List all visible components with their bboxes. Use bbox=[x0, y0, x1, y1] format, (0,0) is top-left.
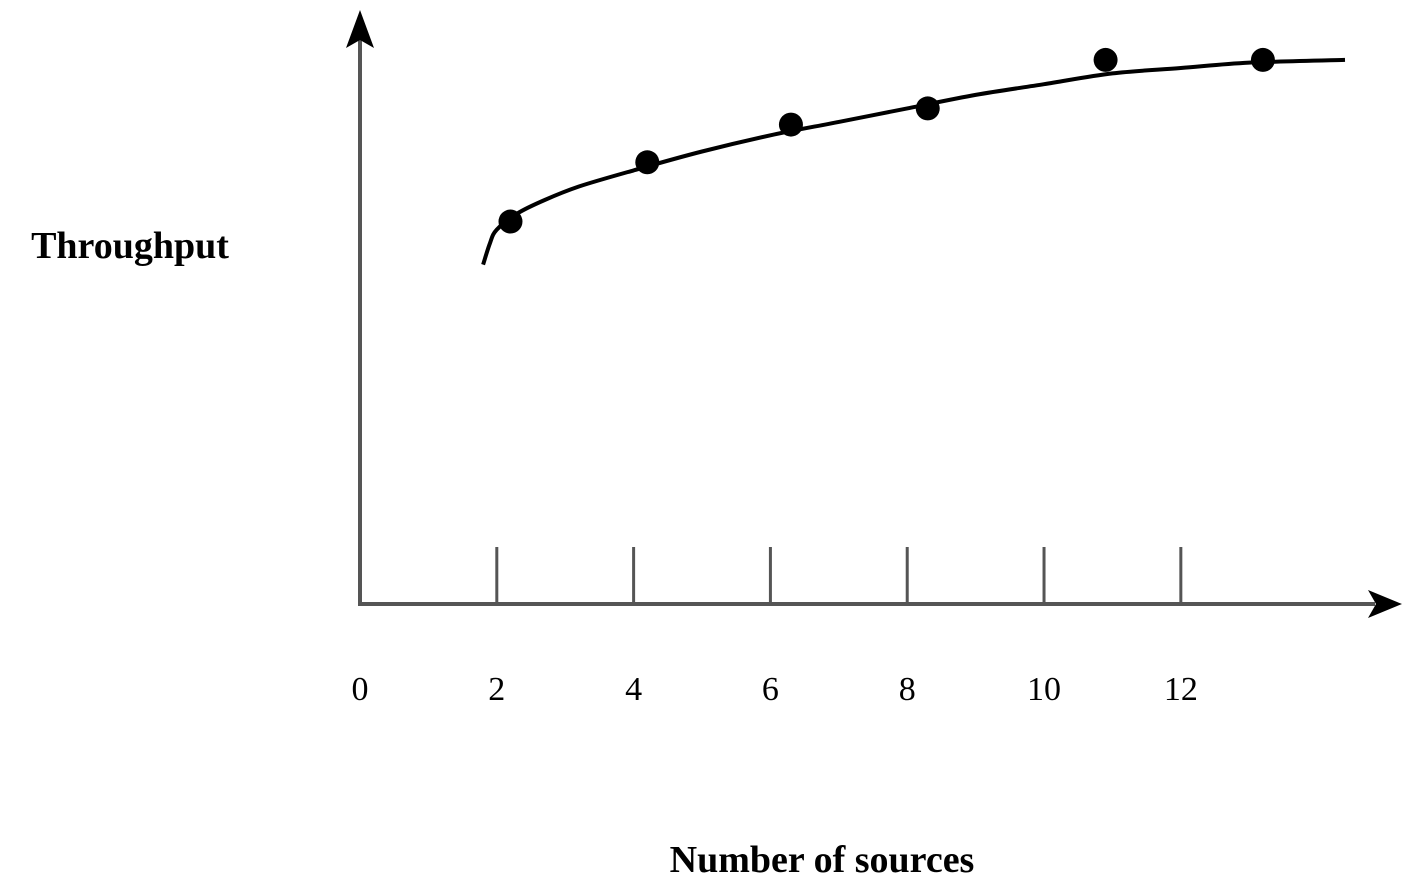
x-tick-label-6: 6 bbox=[762, 671, 779, 708]
x-tick-label-0: 0 bbox=[352, 671, 369, 708]
axes bbox=[346, 10, 1402, 618]
data-points bbox=[498, 47, 1275, 234]
x-tick-label-4: 4 bbox=[625, 671, 642, 708]
data-point-1 bbox=[498, 209, 523, 234]
data-point-2 bbox=[635, 150, 660, 175]
data-point-3 bbox=[778, 112, 803, 137]
y-axis-arrowhead bbox=[346, 10, 374, 48]
fitted-curve bbox=[481, 57, 1346, 266]
x-tick-labels: 0 2 4 6 8 10 12 bbox=[352, 671, 1198, 708]
x-axis-arrowhead bbox=[1368, 590, 1402, 618]
x-axis-title: Number of sources bbox=[670, 839, 975, 878]
data-point-4 bbox=[915, 96, 940, 121]
y-axis-title: Throughput bbox=[31, 225, 229, 267]
x-tick-label-12: 12 bbox=[1164, 671, 1198, 708]
x-ticks bbox=[495, 547, 1183, 604]
x-tick-label-10: 10 bbox=[1027, 671, 1061, 708]
data-point-5 bbox=[1093, 47, 1118, 72]
x-tick-label-8: 8 bbox=[899, 671, 916, 708]
x-tick-label-2: 2 bbox=[488, 671, 505, 708]
data-point-6 bbox=[1250, 47, 1275, 72]
